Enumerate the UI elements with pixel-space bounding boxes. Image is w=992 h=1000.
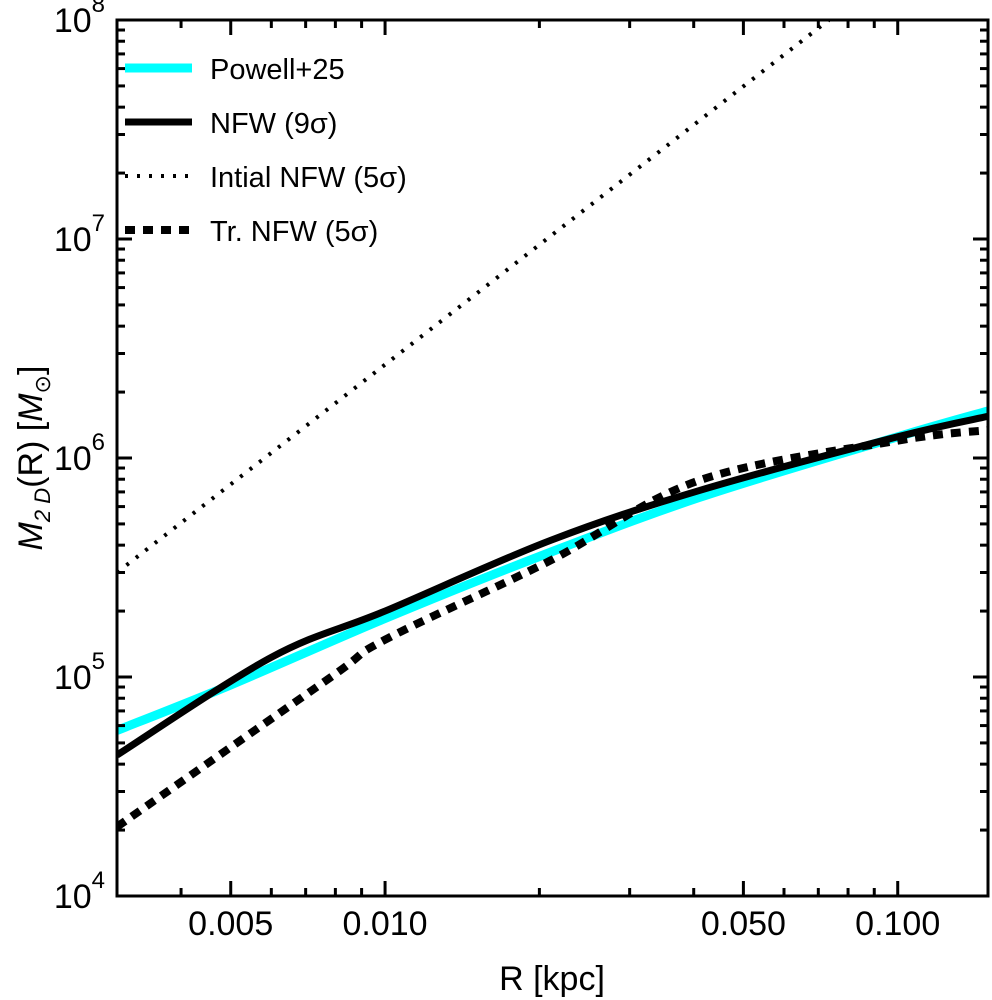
y-axis-label: M2 D(R) [M⊙] <box>12 366 55 551</box>
legend-label-3: Tr. NFW (5σ) <box>210 216 378 248</box>
series-layer <box>117 20 988 831</box>
tick-layer: 104 105 106 107 108 0.005 0.010 0.050 0.100 <box>54 0 988 943</box>
series-line-1 <box>117 412 988 759</box>
series-line-3 <box>117 426 988 831</box>
y-tick-label: 108 <box>54 0 105 40</box>
series-line-0 <box>117 406 988 735</box>
x-tick-label: 0.005 <box>188 905 273 943</box>
legend-label-1: NFW (9σ) <box>210 108 337 140</box>
y-tick-label: 105 <box>54 648 105 697</box>
x-tick-label: 0.010 <box>343 905 428 943</box>
legend: Powell+25 NFW (9σ) Intial NFW (5σ) Tr. NFW … <box>125 54 407 248</box>
x-tick-label: 0.100 <box>855 905 940 943</box>
plot-frame <box>115 18 990 898</box>
y-tick-label: 104 <box>54 867 105 916</box>
legend-label-0: Powell+25 <box>210 54 345 86</box>
x-tick-label: 0.050 <box>701 905 786 943</box>
x-axis-label: R [kpc] <box>499 960 605 998</box>
y-tick-label: 106 <box>54 429 105 478</box>
legend-label-2: Intial NFW (5σ) <box>210 162 407 194</box>
y-tick-label: 107 <box>54 210 105 259</box>
